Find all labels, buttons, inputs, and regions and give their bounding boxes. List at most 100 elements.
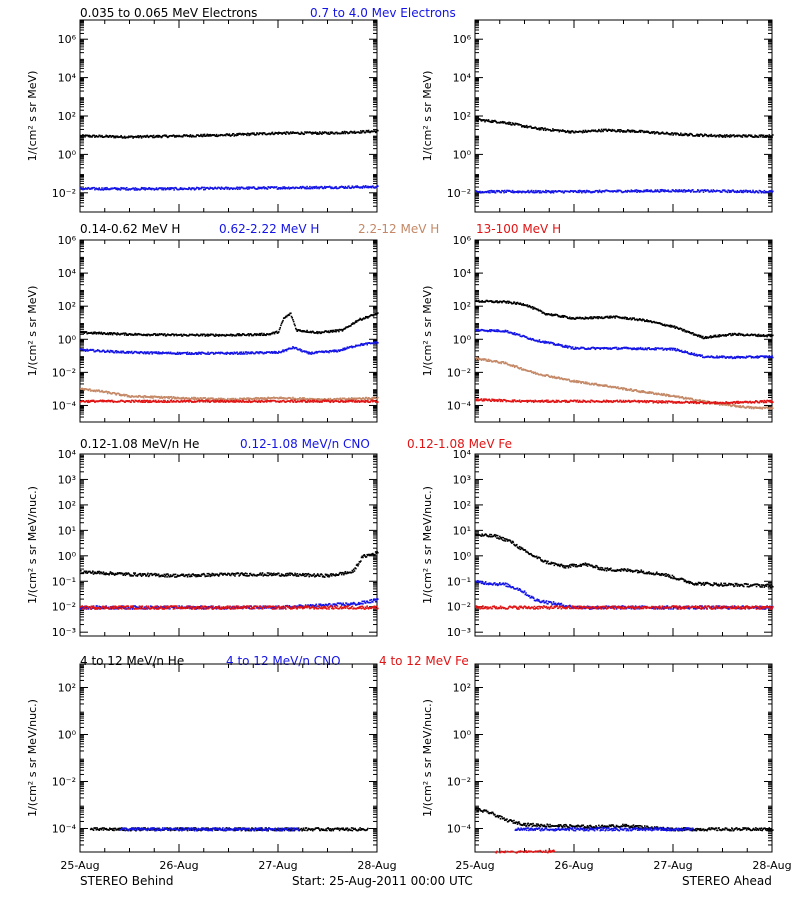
data-point [299, 397, 301, 399]
data-point [616, 347, 618, 349]
data-point [151, 351, 153, 353]
data-point [124, 334, 126, 336]
y-tick-label: 10⁻² [52, 187, 76, 200]
data-point [198, 400, 200, 402]
data-point [303, 397, 305, 399]
data-point [109, 352, 111, 354]
data-point [655, 347, 657, 349]
data-point [214, 401, 216, 403]
data-point [495, 192, 497, 194]
data-point [701, 134, 703, 136]
data-point [239, 352, 241, 354]
data-point [377, 397, 379, 399]
data-point [204, 334, 206, 336]
data-point [274, 351, 276, 353]
data-point [577, 191, 579, 193]
data-point [131, 351, 133, 353]
data-point [257, 188, 259, 190]
data-point [89, 388, 91, 390]
data-point [151, 135, 153, 137]
data-point [530, 126, 532, 128]
y-tick-label: 10⁻² [447, 366, 471, 379]
data-point [662, 347, 664, 349]
data-point [316, 331, 318, 333]
data-point [207, 335, 209, 337]
data-point [263, 399, 265, 401]
data-point [300, 186, 302, 188]
data-point [636, 189, 638, 191]
data-point [266, 401, 268, 403]
data-point [282, 320, 284, 322]
data-point [346, 348, 348, 350]
data-point [245, 399, 247, 401]
data-point [294, 323, 296, 325]
data-point [173, 189, 175, 191]
series-0 [80, 130, 379, 139]
data-point [306, 331, 308, 333]
data-point [151, 396, 153, 398]
data-point [155, 400, 157, 402]
data-point [639, 130, 641, 132]
data-point [151, 353, 153, 355]
data-point [241, 351, 243, 353]
data-point [659, 191, 661, 193]
data-point [742, 136, 744, 138]
data-point [696, 134, 698, 136]
data-point [156, 187, 158, 189]
data-point [566, 345, 568, 347]
data-point [726, 134, 728, 136]
data-point [527, 190, 529, 192]
data-point [633, 130, 635, 132]
data-point [489, 192, 491, 194]
data-point [168, 189, 170, 191]
data-point [584, 318, 586, 320]
data-point [123, 333, 125, 335]
data-point [306, 186, 308, 188]
data-point [348, 185, 350, 187]
data-point [168, 396, 170, 398]
data-point [672, 349, 674, 351]
data-point [763, 192, 765, 194]
data-point [334, 398, 336, 400]
data-point [507, 330, 509, 332]
data-point [512, 190, 514, 192]
data-point [377, 130, 379, 132]
data-point [520, 124, 522, 126]
data-point [328, 352, 330, 354]
data-point [144, 401, 146, 403]
data-point [736, 192, 738, 194]
y-tick-label: 10² [453, 300, 471, 313]
data-point [740, 190, 742, 192]
data-point [578, 192, 580, 194]
data-point [208, 397, 210, 399]
data-point [149, 353, 151, 355]
data-point [540, 129, 542, 131]
data-point [235, 401, 237, 403]
legend-label: 4 to 12 MeV Fe [379, 654, 469, 668]
data-point [619, 129, 621, 131]
data-point [581, 192, 583, 194]
data-point [377, 342, 379, 344]
data-point [204, 134, 206, 136]
data-point [116, 334, 118, 336]
data-point [712, 191, 714, 193]
data-point [552, 128, 554, 130]
data-point [101, 135, 103, 137]
data-point [590, 318, 592, 320]
data-point [751, 191, 753, 193]
data-point [366, 344, 368, 346]
data-point [311, 353, 313, 355]
data-point [116, 187, 118, 189]
data-point [112, 334, 114, 336]
data-point [147, 351, 149, 353]
data-point [483, 119, 485, 121]
data-point [669, 349, 671, 351]
data-point [640, 131, 642, 133]
data-point [496, 300, 498, 302]
data-point [157, 401, 159, 403]
data-point [532, 308, 534, 310]
y-tick-label: 10⁻⁴ [447, 399, 472, 412]
data-point [679, 134, 681, 136]
data-point [262, 134, 264, 136]
